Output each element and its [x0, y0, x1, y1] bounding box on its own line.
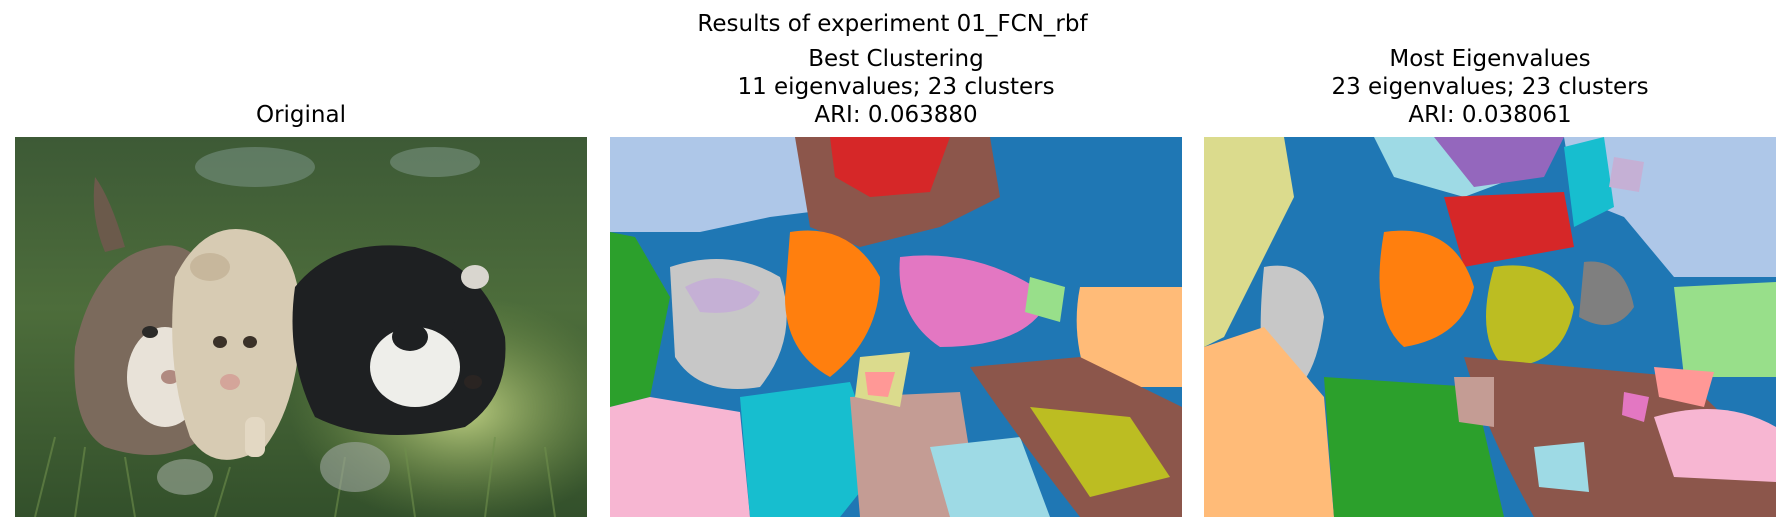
panel-title-line: Original — [255, 102, 346, 128]
panel-best-clustering: Best Clustering 11 eigenvalues; 23 clust… — [610, 0, 1182, 532]
panel-title-line: 11 eigenvalues; 23 clusters — [737, 74, 1055, 100]
segmentation-map-most — [1204, 137, 1776, 517]
panel-original: Original — [15, 0, 587, 532]
original-photo — [15, 137, 587, 517]
segmentation-map-best — [610, 137, 1182, 517]
panel-title-line: Best Clustering — [808, 46, 984, 72]
panel-title-line: 23 eigenvalues; 23 clusters — [1331, 74, 1649, 100]
panel-title-line: Most Eigenvalues — [1389, 46, 1591, 72]
figure-suptitle: Results of experiment 01_FCN_rbf — [697, 11, 1088, 37]
panel-most-eigenvalues: Most Eigenvalues 23 eigenvalues; 23 clus… — [1204, 0, 1776, 532]
panel-title-line: ARI: 0.063880 — [814, 102, 978, 128]
panel-title-line: ARI: 0.038061 — [1408, 102, 1572, 128]
